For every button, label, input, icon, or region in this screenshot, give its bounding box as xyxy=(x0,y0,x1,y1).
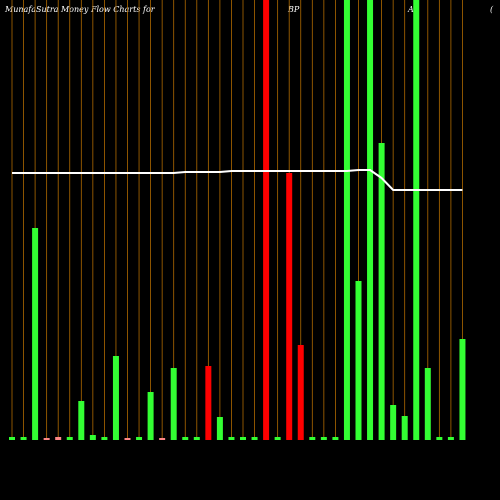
money-flow-line xyxy=(12,169,463,191)
bar xyxy=(147,392,154,440)
bar xyxy=(216,417,223,440)
ticker: BP xyxy=(287,5,300,14)
bar xyxy=(159,438,166,440)
bar xyxy=(251,437,258,440)
bar xyxy=(101,437,108,440)
bar xyxy=(55,437,62,440)
bar xyxy=(297,345,304,440)
bar xyxy=(320,437,327,440)
title-extra: A xyxy=(407,5,414,14)
bar xyxy=(367,0,374,440)
bar xyxy=(459,339,466,440)
bar xyxy=(309,437,316,440)
chart-title: MunafaSutra Money Flow Charts for xyxy=(4,5,156,14)
bar xyxy=(228,437,235,440)
bar xyxy=(124,438,131,440)
bar xyxy=(20,437,27,440)
bar xyxy=(205,366,212,440)
bar xyxy=(332,437,339,440)
bar xyxy=(401,416,408,440)
bar xyxy=(170,368,177,440)
bar xyxy=(263,0,270,440)
bar xyxy=(240,437,246,440)
bar xyxy=(274,437,281,440)
bar xyxy=(193,437,200,440)
title-extra: ( xyxy=(490,5,494,14)
bar xyxy=(286,173,293,440)
bar xyxy=(182,437,189,440)
bar xyxy=(378,143,385,440)
bar xyxy=(413,0,420,440)
bar xyxy=(390,405,397,440)
bar xyxy=(447,437,454,440)
bar xyxy=(43,438,50,440)
bar xyxy=(355,281,362,440)
plot xyxy=(9,0,466,440)
bar xyxy=(436,437,443,440)
bar xyxy=(343,0,350,440)
bar xyxy=(66,437,73,440)
bar xyxy=(78,401,85,440)
bar xyxy=(9,437,15,440)
bar xyxy=(112,356,119,440)
bar xyxy=(32,228,39,440)
bar xyxy=(424,368,431,440)
bar xyxy=(136,437,143,440)
bar xyxy=(89,435,96,440)
